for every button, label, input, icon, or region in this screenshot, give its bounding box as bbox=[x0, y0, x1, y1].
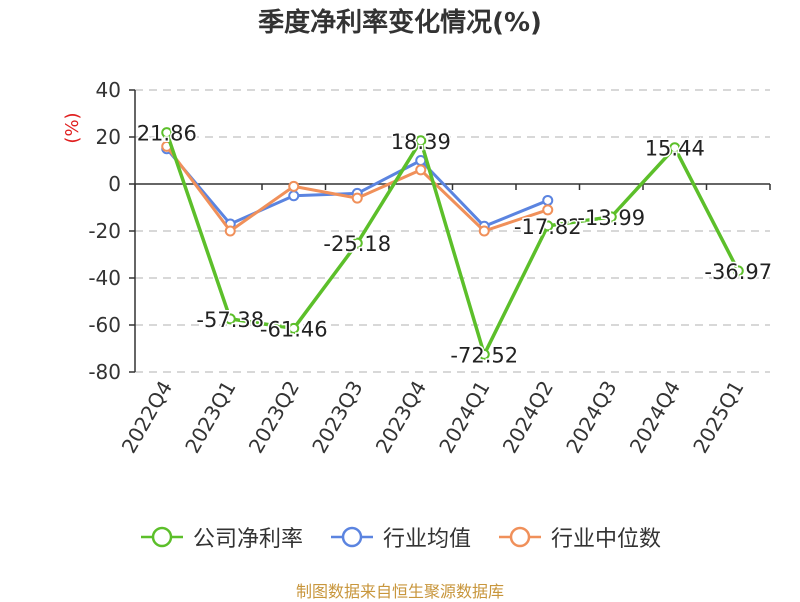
series-line-0 bbox=[165, 132, 740, 357]
y-tick-label: -20 bbox=[88, 219, 121, 243]
data-point bbox=[161, 127, 173, 139]
data-label: -17.82 bbox=[514, 215, 582, 239]
data-point bbox=[605, 211, 617, 223]
y-tick-label: -80 bbox=[88, 360, 121, 384]
data-label: -13.99 bbox=[577, 206, 645, 230]
legend-swatch bbox=[330, 526, 373, 548]
legend-swatch-marker bbox=[151, 526, 173, 548]
x-tick-label: 2023Q1 bbox=[180, 377, 240, 458]
y-tick-label: 40 bbox=[96, 78, 121, 102]
data-point bbox=[224, 313, 236, 325]
data-point bbox=[288, 322, 300, 334]
legend-item[interactable]: 公司净利率 bbox=[139, 521, 303, 553]
data-label: -25.18 bbox=[323, 232, 391, 256]
legend-swatch bbox=[140, 526, 183, 548]
data-label: 15.44 bbox=[645, 137, 705, 161]
y-axis-title: (%) bbox=[62, 112, 83, 143]
x-tick-label: 2023Q3 bbox=[307, 377, 367, 458]
data-label: -36.97 bbox=[704, 260, 772, 284]
x-tick-label: 2024Q3 bbox=[561, 377, 621, 458]
x-tick-label: 2023Q2 bbox=[244, 377, 304, 458]
y-tick-label: 0 bbox=[108, 172, 121, 196]
y-tick-label: -60 bbox=[88, 313, 121, 337]
data-point bbox=[288, 190, 300, 202]
data-label: -61.46 bbox=[260, 317, 328, 341]
y-tick-label: -40 bbox=[88, 266, 121, 290]
data-point bbox=[478, 348, 490, 360]
data-point bbox=[732, 265, 744, 277]
legend-label: 行业均值 bbox=[382, 527, 471, 552]
chart-title: 季度净利率变化情况(%) bbox=[258, 8, 542, 38]
data-label: 21.86 bbox=[137, 122, 197, 146]
data-point bbox=[351, 237, 363, 249]
data-point bbox=[542, 220, 554, 232]
legend-label: 公司净利率 bbox=[192, 527, 303, 552]
x-tick-label: 2024Q4 bbox=[625, 377, 685, 458]
legend-swatch bbox=[499, 526, 541, 548]
series-line-1 bbox=[165, 147, 549, 228]
x-tick-label: 2025Q1 bbox=[688, 377, 748, 458]
data-point bbox=[415, 135, 427, 147]
legend-swatch-marker bbox=[509, 526, 531, 548]
data-point bbox=[542, 204, 554, 216]
legend: 公司净利率 行业均值 行业中位数 bbox=[0, 520, 800, 554]
data-point bbox=[351, 192, 363, 204]
data-point bbox=[478, 225, 490, 237]
x-tick-label: 2022Q4 bbox=[117, 377, 177, 458]
x-tick-label: 2023Q4 bbox=[371, 377, 431, 458]
data-label: 18.39 bbox=[391, 130, 451, 154]
data-point bbox=[288, 180, 300, 192]
x-tick-label: 2024Q2 bbox=[498, 377, 558, 458]
x-tick-label: 2024Q1 bbox=[434, 377, 494, 458]
data-point bbox=[669, 142, 681, 154]
legend-item[interactable]: 行业中位数 bbox=[497, 521, 661, 553]
data-point bbox=[415, 164, 427, 176]
data-label: -72.52 bbox=[450, 343, 518, 367]
data-point bbox=[224, 225, 236, 237]
legend-item[interactable]: 行业均值 bbox=[329, 521, 471, 553]
y-tick-label: 20 bbox=[96, 125, 121, 149]
legend-label: 行业中位数 bbox=[551, 527, 662, 552]
source-note: 制图数据来自恒生聚源数据库 bbox=[295, 582, 504, 601]
legend-swatch-marker bbox=[341, 526, 363, 548]
data-label: -57.38 bbox=[196, 308, 264, 332]
data-point bbox=[542, 194, 554, 206]
